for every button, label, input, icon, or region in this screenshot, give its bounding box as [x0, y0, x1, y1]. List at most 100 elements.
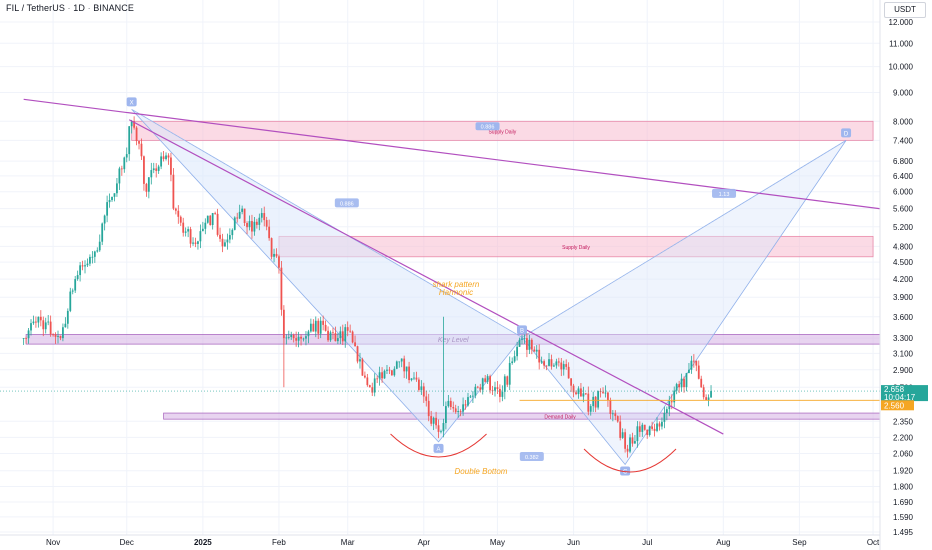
candle-body [98, 241, 101, 251]
candle [614, 410, 617, 421]
current-price-value: 2.658 [884, 385, 905, 394]
candle-body [209, 215, 212, 226]
candle-body [692, 360, 695, 362]
candle [197, 240, 199, 250]
candle [678, 380, 681, 393]
candle-body [580, 388, 582, 397]
candle [260, 208, 263, 223]
pivot-label-c: C [623, 469, 628, 475]
candle [695, 360, 698, 372]
candle-body [111, 196, 113, 201]
ratio-tag-bg [519, 452, 544, 461]
candle-body [518, 339, 521, 347]
candle [548, 353, 550, 367]
candle [157, 164, 160, 174]
candle-body [626, 448, 629, 452]
candle-body [658, 423, 661, 427]
candle [386, 364, 388, 374]
candle-body [702, 387, 705, 398]
candle-body [147, 177, 150, 192]
time-axis[interactable]: NovDec2025FebMarAprMayJunJulAugSepOctNov [0, 534, 932, 547]
candle [577, 386, 580, 399]
price-axis[interactable]: 12.000 11.000 10.000 9.000 8.000 7.400 6.800 6.… [879, 0, 932, 550]
candle [265, 216, 268, 231]
candle-body [575, 392, 577, 395]
candle-body [179, 216, 182, 223]
candle-body [548, 359, 550, 366]
candle-body [675, 384, 678, 391]
candle-body [454, 408, 457, 413]
candle-body [307, 331, 310, 337]
candle-body [609, 400, 612, 414]
candle-body [511, 361, 514, 364]
candle-body [373, 378, 376, 393]
candle-body [395, 361, 398, 369]
candle [381, 367, 383, 383]
candle-body [528, 339, 531, 350]
candle [513, 350, 516, 363]
candle [557, 357, 560, 367]
candle [71, 288, 74, 295]
candle [147, 177, 150, 199]
candle [170, 152, 172, 182]
candle [285, 334, 288, 345]
candle-body [27, 330, 30, 339]
candle [393, 366, 396, 377]
price-tick: 4.500 [893, 258, 914, 267]
shark-pattern-label: shark pattern [433, 280, 480, 289]
candle-body [297, 336, 300, 341]
price-tick: 3.600 [893, 313, 914, 322]
candle [457, 405, 460, 418]
candle-body [174, 208, 177, 211]
candle [449, 397, 452, 410]
candle-body [415, 377, 418, 380]
candle [474, 383, 477, 399]
candle [339, 326, 342, 345]
downtrend-line [128, 119, 724, 435]
time-tick: Dec [120, 538, 134, 547]
candle [64, 317, 67, 328]
candle [69, 287, 72, 313]
candle-body [678, 384, 681, 388]
candle [378, 366, 381, 386]
candle [278, 254, 280, 274]
candle-body [474, 386, 477, 396]
candle-body [44, 322, 47, 330]
candle [454, 404, 457, 414]
candle [167, 153, 170, 165]
candle [619, 415, 622, 441]
zone-label: Supply Daily [562, 245, 590, 251]
price-tick: 10.000 [889, 63, 914, 72]
candle [599, 388, 602, 398]
candle [445, 401, 447, 430]
candle-body [187, 229, 190, 232]
candle-body [260, 213, 263, 218]
marked-price-value: 2.560 [884, 401, 905, 410]
candle-body [594, 396, 597, 408]
currency-badge[interactable]: USDT [884, 2, 926, 18]
price-tick: 1.920 [893, 467, 914, 476]
candle [238, 204, 241, 220]
candle-body [226, 239, 229, 243]
candle-body [363, 375, 366, 378]
candle-body [378, 372, 381, 379]
candle-body [165, 155, 167, 160]
candle [79, 261, 82, 282]
candle [327, 326, 329, 342]
candle [162, 151, 165, 162]
candle-body [189, 229, 192, 244]
candle [553, 363, 555, 367]
candle [160, 152, 163, 170]
price-tick: 3.100 [893, 349, 914, 358]
candle-body [447, 400, 450, 407]
candle-body [42, 320, 45, 330]
candle [62, 323, 64, 342]
time-tick: Mar [341, 538, 355, 547]
candle-body [59, 335, 62, 339]
candle-body [592, 396, 595, 407]
candle-body [224, 242, 226, 247]
candle [135, 126, 138, 146]
candle [373, 373, 376, 397]
candle-body [211, 213, 214, 226]
